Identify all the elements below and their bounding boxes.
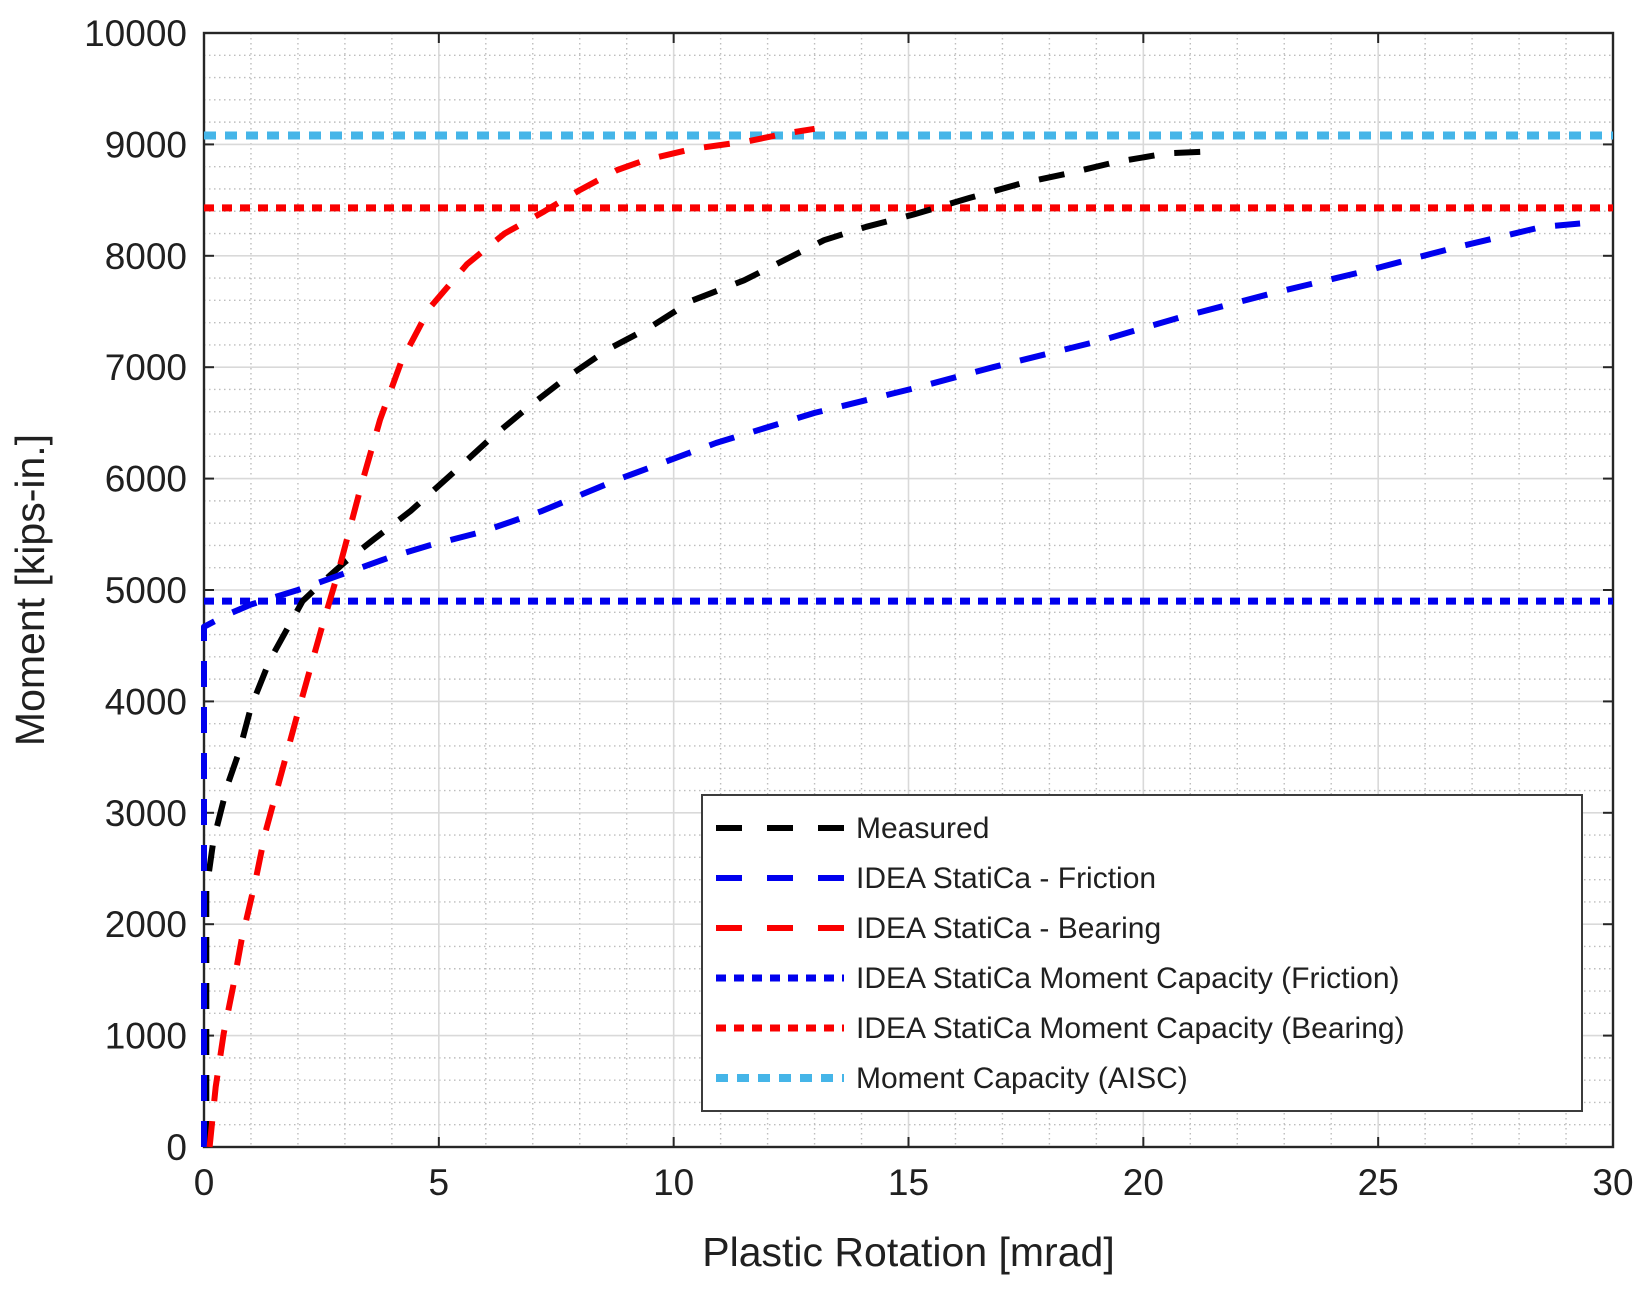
y-tick-labels: 0 1000 2000 3000 4000 5000 6000 7000 8000 9000 100… xyxy=(84,13,187,1168)
y-tick-label: 8000 xyxy=(105,236,187,277)
legend-entry-idea-statica-moment-capacity-friction: IDEA StatiCa Moment Capacity (Friction) xyxy=(716,962,1400,995)
y-tick-label: 10000 xyxy=(84,13,187,54)
y-tick-label: 7000 xyxy=(105,347,187,388)
y-tick-label: 0 xyxy=(166,1127,187,1168)
y-tick-label: 3000 xyxy=(105,793,187,834)
y-tick-label: 4000 xyxy=(105,681,187,722)
y-axis-label: Moment [kips-in.] xyxy=(7,434,53,746)
series-line-measured xyxy=(203,148,1219,1147)
x-tick-labels: 0 5 10 15 20 25 30 xyxy=(194,1162,1634,1203)
x-tick-label: 10 xyxy=(653,1162,694,1203)
grid-minor xyxy=(204,33,1613,1147)
x-tick-label: 0 xyxy=(194,1162,215,1203)
x-tick-label: 5 xyxy=(429,1162,450,1203)
y-tick-label: 5000 xyxy=(105,570,187,611)
x-tick-label: 15 xyxy=(888,1162,929,1203)
legend: Measured IDEA StatiCa - Friction IDEA Stat… xyxy=(701,794,1583,1112)
legend-label: IDEA StatiCa - Bearing xyxy=(856,912,1161,945)
legend-label: IDEA StatiCa Moment Capacity (Bearing) xyxy=(856,1012,1405,1045)
legend-label: IDEA StatiCa Moment Capacity (Friction) xyxy=(856,962,1400,995)
legend-entry-idea-statica-moment-capacity-bearing: IDEA StatiCa Moment Capacity (Bearing) xyxy=(716,1012,1405,1045)
legend-entry-idea-statica-friction: IDEA StatiCa - Friction xyxy=(716,862,1156,895)
legend-label: Moment Capacity (AISC) xyxy=(856,1062,1188,1095)
x-tick-label: 30 xyxy=(1592,1162,1633,1203)
y-tick-label: 6000 xyxy=(105,459,187,500)
x-axis-label: Plastic Rotation [mrad] xyxy=(702,1229,1114,1275)
y-tick-label: 9000 xyxy=(105,124,187,165)
series-line-idea-statica-bearing xyxy=(206,125,816,1148)
series-line-idea-statica-friction xyxy=(201,220,1581,1147)
legend-entry-measured: Measured xyxy=(716,812,989,845)
legend-label: Measured xyxy=(856,812,989,845)
x-tick-label: 25 xyxy=(1358,1162,1399,1203)
legend-label: IDEA StatiCa - Friction xyxy=(856,862,1156,895)
y-tick-label: 2000 xyxy=(105,904,187,945)
legend-entry-moment-capacity-aisc: Moment Capacity (AISC) xyxy=(716,1062,1188,1095)
y-tick-label: 1000 xyxy=(105,1016,187,1057)
legend-entry-idea-statica-bearing: IDEA StatiCa - Bearing xyxy=(716,912,1161,945)
legend-box xyxy=(701,794,1583,1112)
x-tick-label: 20 xyxy=(1123,1162,1164,1203)
